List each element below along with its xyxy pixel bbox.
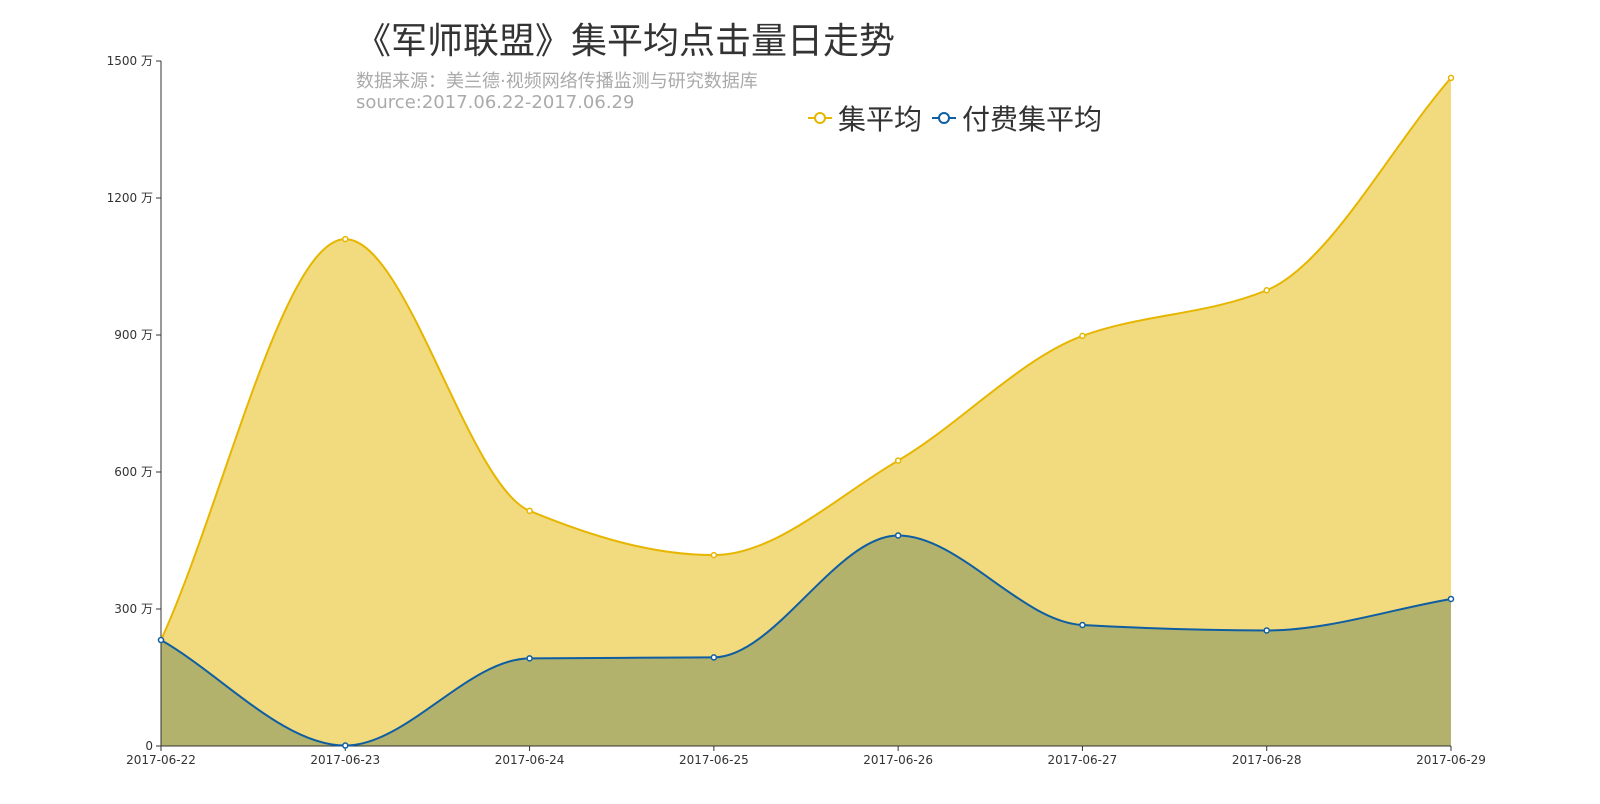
series-2-point <box>1263 627 1270 634</box>
series-1-point <box>526 507 533 515</box>
x-tick-label: 2017-06-24 <box>495 753 565 767</box>
legend: 集平均 付费集平均 <box>808 98 1102 138</box>
x-tick-label: 2017-06-25 <box>679 753 749 767</box>
y-tick-label: 0 <box>145 739 153 753</box>
chart-subtitle: 数据来源：美兰德·视频网络传播监测与研究数据库 source:2017.06.2… <box>356 71 758 113</box>
y-tick-label: 1500 万 <box>107 54 153 68</box>
x-tick-label: 2017-06-29 <box>1416 753 1486 767</box>
x-tick-label: 2017-06-28 <box>1232 753 1302 767</box>
chart-title: 《军师联盟》集平均点击量日走势 <box>355 21 896 62</box>
legend-item-series-1[interactable]: 集平均 <box>808 98 922 138</box>
legend-item-series-2[interactable]: 付费集平均 <box>932 98 1102 138</box>
series-2-point <box>526 655 533 662</box>
series-1-point <box>1079 332 1086 340</box>
y-tick-label: 600 万 <box>114 465 153 479</box>
x-tick-label: 2017-06-22 <box>126 753 196 767</box>
series-2-point <box>710 654 718 661</box>
series-2-point <box>1079 621 1086 629</box>
series-2-point <box>157 636 165 644</box>
y-tick-label: 1200 万 <box>107 191 153 205</box>
series-1-point <box>342 235 349 243</box>
series-1-line <box>160 77 1452 641</box>
series-1-point <box>710 551 718 559</box>
series-2-point <box>342 742 349 749</box>
subtitle-source-label: 数据来源：美兰德·视频网络传播监测与研究数据库 <box>356 71 758 92</box>
series-1-point <box>894 457 902 464</box>
legend-label-series-2: 付费集平均 <box>962 103 1103 136</box>
series-2-point <box>894 532 902 539</box>
circle-outline-icon <box>808 112 832 124</box>
x-tick-label: 2017-06-23 <box>310 753 380 767</box>
series-2-point <box>1447 595 1455 603</box>
series-1-area <box>161 77 1451 746</box>
series-1-point <box>1447 74 1455 82</box>
legend-label-series-1: 集平均 <box>838 103 923 136</box>
x-tick-label: 2017-06-26 <box>863 753 933 767</box>
y-tick-label: 900 万 <box>114 328 153 342</box>
circle-outline-icon <box>932 112 957 124</box>
series-2-area <box>161 535 1451 746</box>
x-tick-label: 2017-06-27 <box>1048 753 1118 767</box>
y-tick-label: 300 万 <box>114 602 153 616</box>
series-2-line <box>160 534 1452 747</box>
series-1-point <box>1263 286 1270 294</box>
subtitle-date-range: source:2017.06.22-2017.06.29 <box>356 92 635 113</box>
